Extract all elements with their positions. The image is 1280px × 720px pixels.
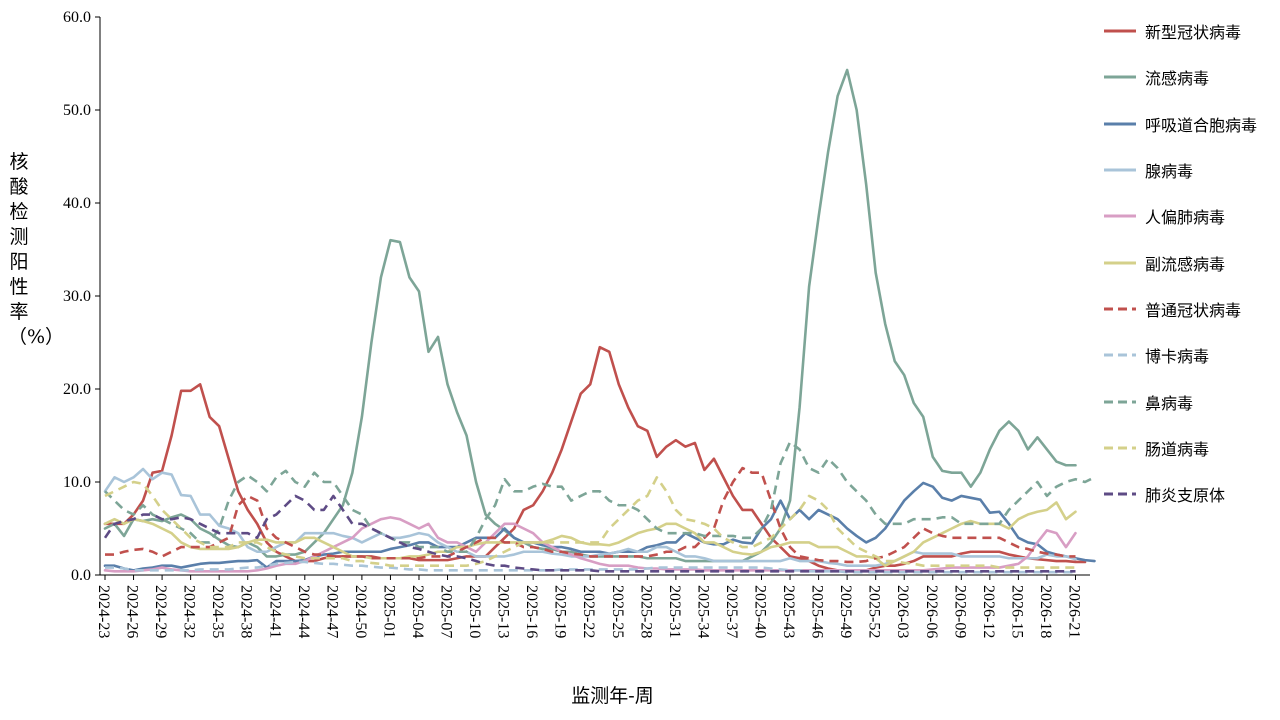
- legend-swatch: [1104, 214, 1136, 218]
- legend-swatch: [1104, 492, 1136, 496]
- legend-item: 副流感病毒: [1103, 239, 1257, 285]
- legend-item: 呼吸道合胞病毒: [1103, 101, 1257, 147]
- series-line-9: [104, 476, 1076, 569]
- x-tick-label: 2024-26: [124, 585, 141, 638]
- y-axis-label: 核酸检测阳性率（%）: [8, 151, 65, 348]
- x-tick-label: 2026-21: [1065, 585, 1082, 638]
- x-tick-label: 2025-22: [580, 585, 597, 638]
- x-tick-label: 2025-01: [380, 585, 397, 638]
- series-line-5: [103, 501, 1077, 568]
- series-line-8: [104, 440, 1096, 554]
- x-tick-label: 2024-38: [238, 585, 255, 638]
- legend-item: 肠道病毒: [1103, 425, 1257, 471]
- x-tick-label: 2026-15: [1008, 585, 1025, 638]
- x-tick-label: 2024-35: [209, 585, 226, 638]
- x-tick-label: 2024-50: [352, 585, 369, 638]
- y-tick-label: 10.0: [63, 474, 91, 491]
- x-tick-label: 2025-13: [495, 585, 512, 638]
- x-tick-label: 2025-10: [466, 585, 483, 638]
- legend-swatch: [1104, 400, 1136, 404]
- y-tick-label: 30.0: [63, 288, 91, 305]
- x-tick-label: 2026-18: [1037, 585, 1054, 638]
- y-tick-label: 50.0: [63, 102, 91, 119]
- x-tick-label: 2025-34: [694, 585, 711, 638]
- legend-label: 普通冠状病毒: [1145, 300, 1242, 320]
- x-tick-label: 2025-37: [723, 585, 740, 638]
- legend-label: 肠道病毒: [1145, 439, 1210, 459]
- y-tick-label: 0.0: [71, 567, 91, 584]
- x-tick-label: 2026-09: [951, 585, 968, 638]
- x-tick-label: 2025-49: [837, 585, 854, 638]
- legend-swatch: [1104, 75, 1136, 79]
- y-tick-label: 60.0: [63, 9, 91, 26]
- legend-label: 鼻病毒: [1145, 393, 1194, 413]
- legend-item: 人偏肺病毒: [1103, 193, 1257, 239]
- x-tick-label: 2025-19: [552, 585, 569, 638]
- x-tick-label: 2025-40: [752, 585, 769, 638]
- legend-label: 呼吸道合胞病毒: [1145, 115, 1258, 135]
- x-tick-label: 2025-28: [637, 585, 654, 638]
- x-tick-label: 2025-52: [866, 585, 883, 638]
- series-line-6: [105, 466, 1076, 564]
- x-tick-label: 2024-29: [152, 585, 169, 638]
- series-line-0: [103, 345, 1087, 572]
- legend-item: 博卡病毒: [1103, 332, 1257, 378]
- legend-swatch: [1104, 353, 1136, 357]
- x-tick-label: 2025-43: [780, 585, 797, 638]
- legend-swatch: [1104, 29, 1136, 33]
- legend-label: 博卡病毒: [1145, 347, 1210, 367]
- x-tick-label: 2025-31: [666, 585, 683, 638]
- x-tick-label: 2024-23: [95, 585, 112, 638]
- legend-swatch: [1104, 446, 1136, 450]
- x-tick-label: 2024-44: [295, 585, 312, 638]
- x-tick-label: 2026-03: [894, 585, 911, 638]
- legend-item: 普通冠状病毒: [1103, 286, 1257, 332]
- y-tick-label: 40.0: [63, 195, 91, 212]
- x-tick-label: 2026-12: [980, 585, 997, 638]
- legend-swatch: [1104, 122, 1136, 126]
- x-tick-label: 2024-41: [266, 585, 283, 638]
- legend-swatch: [1104, 261, 1136, 265]
- legend: 新型冠状病毒 流感病毒呼吸道合胞病毒 腺病毒人偏肺病毒副流感病毒普通冠状病毒 博卡病毒…: [1103, 8, 1257, 517]
- legend-swatch: [1104, 307, 1136, 311]
- x-tick-label: 2024-32: [181, 585, 198, 638]
- x-tick-label: 2025-07: [438, 585, 455, 638]
- legend-item: 肺炎支原体: [1103, 471, 1257, 517]
- y-tick-label: 20.0: [63, 381, 91, 398]
- legend-label: 副流感病毒: [1145, 254, 1226, 274]
- legend-item: 新型冠状病毒: [1103, 8, 1257, 54]
- series-line-1: [103, 68, 1077, 563]
- x-tick-label: 2025-25: [609, 585, 626, 638]
- legend-swatch: [1104, 168, 1136, 172]
- legend-label: 流感病毒: [1145, 69, 1210, 89]
- x-tick-label: 2024-47: [323, 585, 340, 638]
- x-axis-label: 监测年-周: [571, 685, 654, 707]
- legend-label: 腺病毒: [1145, 162, 1194, 182]
- series-line-10: [103, 494, 1076, 573]
- legend-item: 流感病毒: [1103, 54, 1257, 100]
- legend-item: 腺病毒: [1103, 147, 1257, 193]
- legend-label: 肺炎支原体: [1145, 486, 1226, 506]
- x-tick-label: 2025-46: [809, 585, 826, 638]
- x-tick-label: 2025-16: [523, 585, 540, 638]
- legend-label: 新型冠状病毒: [1145, 23, 1242, 43]
- legend-item: 鼻病毒: [1103, 378, 1257, 424]
- legend-label: 人偏肺病毒: [1145, 208, 1226, 228]
- x-tick-label: 2025-04: [409, 585, 426, 638]
- x-tick-label: 2026-06: [923, 585, 940, 638]
